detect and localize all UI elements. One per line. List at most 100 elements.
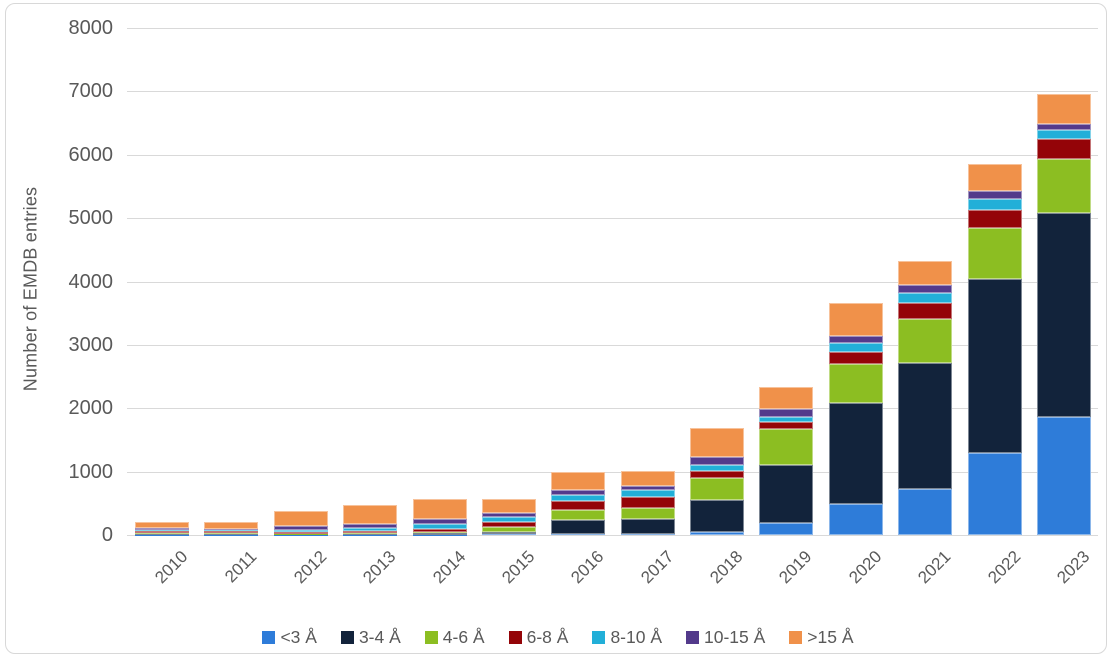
bar-segment xyxy=(551,500,606,510)
bar-segment xyxy=(967,163,1022,191)
y-tick-label: 7000 xyxy=(68,80,114,103)
legend-swatch xyxy=(592,631,606,644)
x-tick-label: 2019 xyxy=(775,547,816,588)
legend-item: 3-4 Å xyxy=(340,627,401,648)
bar-segment xyxy=(204,531,259,533)
bar-segment xyxy=(551,471,606,490)
legend-item: 4-6 Å xyxy=(424,627,485,648)
bar-segment xyxy=(135,522,189,529)
bar-segment xyxy=(690,427,745,458)
bar-segment xyxy=(343,504,398,525)
legend-item: <3 Å xyxy=(262,627,317,648)
bar-segment xyxy=(135,534,189,535)
x-tick-label: 2020 xyxy=(845,547,886,588)
bar-segment xyxy=(759,429,814,466)
bar-segment xyxy=(620,534,675,535)
bar-segment xyxy=(967,190,1022,199)
bar-segment xyxy=(551,534,606,535)
bar-segment xyxy=(273,510,328,526)
bar-segment xyxy=(412,499,467,520)
bar-segment xyxy=(828,402,883,504)
legend-label: >15 Å xyxy=(807,627,854,647)
bar-segment xyxy=(967,209,1022,228)
bar-segment xyxy=(1037,417,1091,535)
bar-segment xyxy=(1037,124,1091,131)
bar-segment xyxy=(412,519,467,524)
plot-area xyxy=(127,28,1098,536)
y-tick-label: 6000 xyxy=(68,143,114,166)
bar-segment xyxy=(1037,213,1091,418)
bar-segment xyxy=(967,198,1022,210)
legend-label: 6-8 Å xyxy=(526,627,569,647)
bar-segment xyxy=(828,363,883,403)
x-tick-label: 2023 xyxy=(1053,547,1094,588)
bar-segment xyxy=(898,293,953,304)
legend-swatch xyxy=(340,631,354,644)
bar-segment xyxy=(1037,130,1091,140)
bar-segment xyxy=(412,528,467,532)
bar-segment xyxy=(343,530,398,534)
bar-segment xyxy=(828,352,883,364)
bar-segment xyxy=(204,534,259,535)
bar-segment xyxy=(967,452,1022,535)
bar-segment xyxy=(551,520,606,535)
y-tick-label: 4000 xyxy=(68,270,114,293)
bar-segment xyxy=(759,387,814,410)
legend-label: <3 Å xyxy=(280,627,317,647)
bar-segment xyxy=(759,417,814,423)
legend-swatch xyxy=(424,631,438,644)
bar-segment xyxy=(412,533,467,535)
bar-segment xyxy=(412,531,467,534)
x-tick-label: 2011 xyxy=(221,547,261,587)
x-tick-label: 2017 xyxy=(636,547,678,588)
bar-segment xyxy=(135,531,189,533)
bar-segment xyxy=(412,523,467,529)
bar-segment xyxy=(343,528,398,531)
x-tick-label: 2014 xyxy=(428,547,469,588)
bar-segment xyxy=(1037,159,1091,214)
legend-swatch xyxy=(508,631,522,644)
bar-segment xyxy=(481,531,536,535)
x-tick-label: 2013 xyxy=(359,547,400,588)
bar-segment xyxy=(620,508,675,519)
bar-segment xyxy=(620,497,675,509)
bar-segment xyxy=(620,485,675,490)
legend-label: 10-15 Å xyxy=(704,627,766,647)
bar-segment xyxy=(481,513,536,518)
bar-segment xyxy=(481,522,536,528)
bar-segment xyxy=(690,477,745,500)
legend-label: 8-10 Å xyxy=(610,627,662,647)
y-tick-label: 0 xyxy=(101,524,113,546)
x-tick-label: 2022 xyxy=(983,547,1025,588)
x-tick-label: 2010 xyxy=(151,547,192,588)
bar-segment xyxy=(620,490,675,498)
bar-segment xyxy=(481,517,536,523)
bar-segment xyxy=(481,499,536,514)
bar-segment xyxy=(343,534,398,535)
bar-segment xyxy=(759,422,814,430)
bar-segment xyxy=(828,503,883,535)
bar-segment xyxy=(551,490,606,496)
x-tick-label: 2012 xyxy=(290,547,331,588)
bar-segment xyxy=(967,278,1022,453)
bar-segment xyxy=(690,465,745,471)
bar-segment xyxy=(135,532,189,535)
bar-segment xyxy=(343,524,398,529)
bar-segment xyxy=(898,303,953,320)
bar-segment xyxy=(204,532,259,535)
legend-item: >15 Å xyxy=(789,627,854,648)
bar-segment xyxy=(481,527,536,532)
bar-segment xyxy=(759,409,814,418)
bar-segment xyxy=(204,530,259,532)
bar-segment xyxy=(1037,139,1091,160)
gridline xyxy=(127,218,1098,220)
bar-segment xyxy=(135,529,189,532)
legend-swatch xyxy=(789,631,803,644)
bar-segment xyxy=(690,499,745,532)
gridline xyxy=(127,471,1098,473)
bar-segment xyxy=(135,528,189,530)
y-tick-label: 2000 xyxy=(68,397,114,420)
gridline xyxy=(127,91,1098,93)
bar-segment xyxy=(204,521,259,529)
